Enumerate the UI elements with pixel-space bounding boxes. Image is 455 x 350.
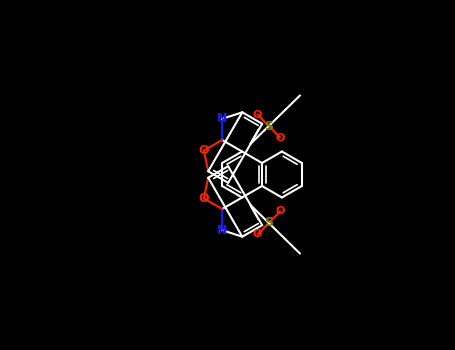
Text: N: N xyxy=(217,112,228,125)
Text: O: O xyxy=(198,192,209,205)
Text: O: O xyxy=(253,110,262,119)
Text: O: O xyxy=(275,206,285,217)
Text: N: N xyxy=(217,224,228,237)
Text: O: O xyxy=(275,133,285,142)
Text: O: O xyxy=(253,230,262,239)
Text: O: O xyxy=(198,144,209,157)
Text: S: S xyxy=(264,217,273,230)
Text: S: S xyxy=(264,119,273,133)
